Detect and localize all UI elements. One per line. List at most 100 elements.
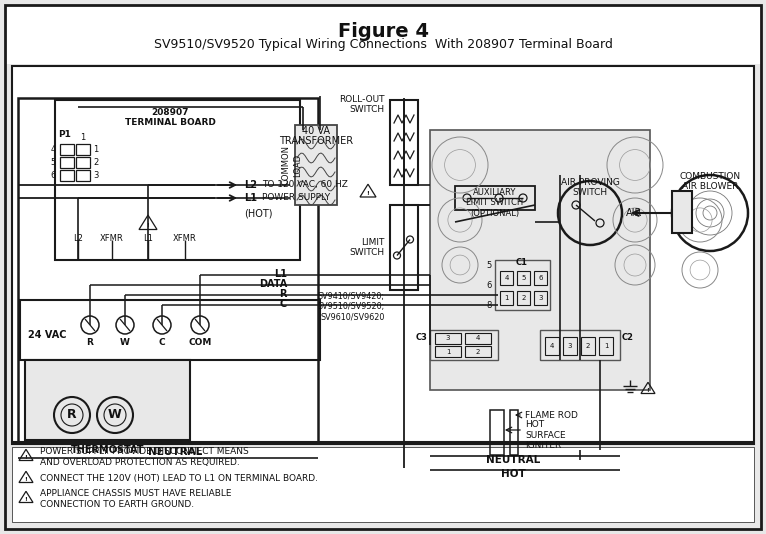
Text: 6: 6 (486, 280, 492, 289)
Text: LIMIT
SWITCH: LIMIT SWITCH (350, 238, 385, 257)
Bar (55, 100, 300, 260)
Text: W: W (120, 338, 130, 347)
Text: C1: C1 (516, 258, 528, 267)
Text: NEUTRAL: NEUTRAL (148, 447, 202, 457)
Bar (545, 337, 559, 355)
Bar (76, 170, 90, 181)
Text: TRANSFORMER: TRANSFORMER (279, 136, 353, 146)
Bar (430, 130, 650, 390)
Text: 4: 4 (550, 343, 554, 349)
Bar (390, 205, 418, 290)
Text: 6: 6 (538, 275, 543, 281)
Bar (435, 346, 461, 357)
Text: DATA: DATA (259, 279, 287, 289)
Text: 40 VA: 40 VA (302, 126, 330, 136)
Bar (76, 157, 90, 168)
Bar (455, 186, 535, 210)
Text: 2: 2 (586, 343, 590, 349)
Bar (465, 346, 491, 357)
Text: 3: 3 (446, 335, 450, 342)
Text: 2: 2 (93, 158, 98, 167)
Bar (430, 330, 498, 360)
Text: COMBUSTION
AIR BLOWER: COMBUSTION AIR BLOWER (679, 172, 741, 191)
Text: 6: 6 (51, 171, 56, 180)
Bar (25, 360, 190, 440)
Text: 4: 4 (476, 335, 480, 342)
Text: R: R (280, 289, 287, 299)
Bar (60, 144, 74, 155)
Text: C2: C2 (622, 333, 634, 342)
Text: POWER SUPPLY. PROVIDE DISCONNECT MEANS
AND OVERLOAD PROTECTION AS REQUIRED.: POWER SUPPLY. PROVIDE DISCONNECT MEANS A… (40, 447, 249, 467)
Text: L2: L2 (244, 180, 257, 190)
Bar (295, 125, 337, 205)
Text: SV9510/SV9520 Typical Wiring Connections  With 208907 Terminal Board: SV9510/SV9520 Typical Wiring Connections… (153, 38, 613, 51)
Text: 5: 5 (51, 158, 56, 167)
Text: NEUTRAL: NEUTRAL (486, 455, 540, 465)
Bar (517, 291, 530, 305)
Text: COM: COM (188, 338, 211, 347)
Text: POWER SUPPLY: POWER SUPPLY (262, 193, 330, 202)
Bar (500, 271, 513, 285)
Text: C: C (159, 338, 165, 347)
Bar (534, 271, 547, 285)
Text: APPLIANCE CHASSIS MUST HAVE RELIABLE
CONNECTION TO EARTH GROUND.: APPLIANCE CHASSIS MUST HAVE RELIABLE CON… (40, 489, 231, 509)
Text: 5: 5 (486, 261, 492, 270)
Text: !: ! (25, 497, 28, 502)
Text: HOT: HOT (501, 469, 525, 479)
Bar (510, 410, 518, 455)
Text: 1: 1 (446, 349, 450, 355)
Text: SV9410/SV9420;
SV9510/SV9520;
SV9610/SV9620: SV9410/SV9420; SV9510/SV9520; SV9610/SV9… (318, 292, 385, 322)
Bar (60, 157, 74, 168)
Text: Figure 4: Figure 4 (338, 22, 428, 41)
Text: !: ! (25, 455, 28, 460)
Bar (18, 98, 318, 442)
Bar (534, 291, 547, 305)
Text: 2: 2 (476, 349, 480, 355)
Bar (672, 191, 692, 233)
Bar (20, 300, 320, 360)
Bar (495, 260, 550, 310)
Bar (517, 271, 530, 285)
Text: TO 120 VAC, 60 HZ: TO 120 VAC, 60 HZ (262, 180, 348, 190)
Text: 5: 5 (522, 275, 525, 281)
Text: HOT
SURFACE
IGNITER: HOT SURFACE IGNITER (525, 420, 565, 450)
Bar (435, 333, 461, 344)
Text: AIR: AIR (626, 208, 643, 218)
Bar (60, 170, 74, 181)
Text: ROLL-OUT
SWITCH: ROLL-OUT SWITCH (339, 95, 385, 114)
Bar (390, 100, 418, 185)
Bar (465, 333, 491, 344)
Bar (12, 66, 754, 444)
Text: TERMINAL BOARD: TERMINAL BOARD (125, 118, 215, 127)
Text: C: C (280, 299, 287, 309)
Text: XFMR: XFMR (100, 234, 124, 243)
Text: FLAME ROD: FLAME ROD (525, 411, 578, 420)
Bar (500, 291, 513, 305)
Text: P1: P1 (58, 130, 71, 139)
Bar (5, 5, 761, 64)
Bar (12, 447, 754, 522)
Text: 24 VAC: 24 VAC (28, 330, 67, 340)
Text: C3: C3 (416, 333, 428, 342)
Text: AUXILIARY
LIMIT SWITCH
(OPTIONAL): AUXILIARY LIMIT SWITCH (OPTIONAL) (466, 188, 524, 218)
Text: 3: 3 (568, 343, 572, 349)
Text: COMMON: COMMON (281, 145, 290, 185)
Text: L1: L1 (143, 234, 153, 243)
Bar (76, 144, 90, 155)
Text: 208907: 208907 (151, 108, 188, 117)
Text: 4: 4 (504, 275, 509, 281)
Text: R: R (67, 409, 77, 421)
Text: 4: 4 (51, 145, 56, 154)
Text: W: W (108, 409, 122, 421)
Text: THERMOSTAT: THERMOSTAT (71, 445, 145, 455)
Text: !: ! (25, 477, 28, 482)
Text: !: ! (146, 223, 149, 228)
Text: XFMR: XFMR (173, 234, 197, 243)
Text: L2: L2 (73, 234, 83, 243)
Text: 3: 3 (93, 171, 98, 180)
Bar (599, 337, 613, 355)
Text: 3: 3 (538, 295, 543, 301)
Text: R: R (87, 338, 93, 347)
Text: CONNECT THE 120V (HOT) LEAD TO L1 ON TERMINAL BOARD.: CONNECT THE 120V (HOT) LEAD TO L1 ON TER… (40, 475, 318, 483)
Text: LOAD: LOAD (293, 153, 303, 177)
